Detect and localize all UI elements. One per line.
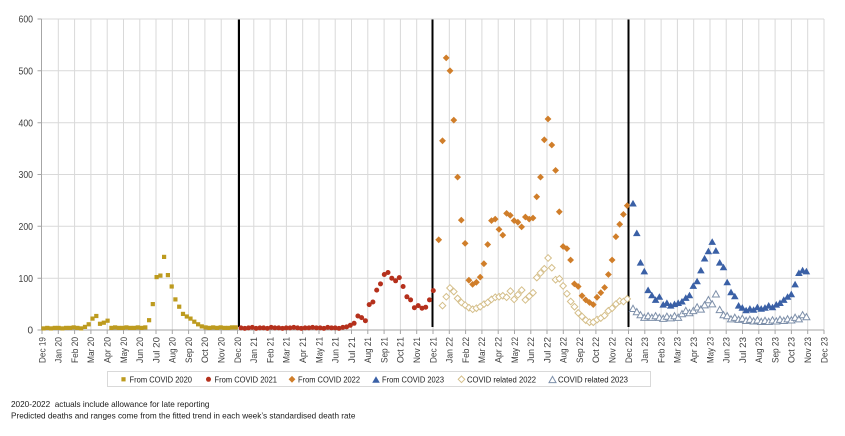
svg-text:From COVID 2021: From COVID 2021	[215, 375, 278, 385]
svg-text:May 23: May 23	[705, 337, 716, 363]
svg-text:2020-2022 actuals include all: 2020-2022 actuals include allowance for …	[11, 400, 210, 409]
svg-text:Aug 23: Aug 23	[754, 337, 765, 363]
svg-text:500: 500	[19, 67, 34, 78]
svg-text:Mar 21: Mar 21	[282, 337, 293, 363]
svg-text:Oct 20: Oct 20	[200, 337, 211, 363]
svg-text:Sep 20: Sep 20	[184, 337, 195, 363]
svg-text:Nov 23: Nov 23	[803, 337, 814, 363]
svg-text:Feb 21: Feb 21	[265, 337, 276, 363]
svg-text:Mar 20: Mar 20	[86, 337, 97, 363]
svg-text:Apr 23: Apr 23	[689, 337, 700, 363]
svg-text:Dec 19: Dec 19	[37, 337, 48, 363]
svg-text:From COVID 2022: From COVID 2022	[298, 375, 360, 385]
svg-text:Dec 21: Dec 21	[428, 337, 439, 363]
svg-text:From COVID 2020: From COVID 2020	[130, 375, 193, 385]
svg-text:0: 0	[27, 326, 33, 337]
svg-text:Predicted deaths and ranges co: Predicted deaths and ranges come from th…	[11, 412, 356, 421]
svg-text:Jul 20: Jul 20	[151, 337, 162, 363]
svg-text:May 22: May 22	[510, 337, 521, 363]
svg-text:Jul 22: Jul 22	[542, 337, 553, 363]
svg-text:Apr 21: Apr 21	[298, 337, 309, 363]
svg-text:Jun 23: Jun 23	[722, 337, 733, 363]
svg-text:Oct 21: Oct 21	[396, 337, 407, 363]
svg-text:Jul 23: Jul 23	[738, 337, 749, 363]
svg-text:Aug 21: Aug 21	[363, 337, 374, 363]
svg-text:COVID related 2023: COVID related 2023	[558, 375, 628, 385]
svg-text:Dec 23: Dec 23	[819, 337, 830, 363]
svg-text:COVID related 2022: COVID related 2022	[467, 375, 536, 385]
svg-text:400: 400	[19, 118, 34, 129]
svg-text:Sep 21: Sep 21	[379, 337, 390, 363]
svg-text:Dec 20: Dec 20	[233, 337, 244, 363]
svg-text:Oct 22: Oct 22	[591, 337, 602, 363]
svg-text:Jun 21: Jun 21	[331, 337, 342, 363]
svg-text:Feb 20: Feb 20	[70, 337, 81, 363]
svg-text:Jun 22: Jun 22	[526, 337, 537, 363]
svg-text:Aug 22: Aug 22	[559, 337, 570, 363]
svg-text:Feb 23: Feb 23	[656, 337, 667, 363]
svg-text:Jan 22: Jan 22	[445, 337, 456, 363]
svg-text:Apr 22: Apr 22	[494, 337, 505, 363]
svg-text:Feb 22: Feb 22	[461, 337, 472, 363]
svg-text:600: 600	[19, 15, 34, 26]
svg-text:Nov 21: Nov 21	[412, 337, 423, 363]
svg-text:May 21: May 21	[314, 337, 325, 363]
svg-text:Jun 20: Jun 20	[135, 337, 146, 363]
svg-text:Jul 21: Jul 21	[347, 337, 358, 363]
svg-text:Dec 22: Dec 22	[624, 337, 635, 363]
svg-text:May 20: May 20	[119, 337, 130, 363]
svg-text:From COVID 2023: From COVID 2023	[382, 375, 444, 385]
svg-text:Sep 23: Sep 23	[770, 337, 781, 363]
svg-text:Sep 22: Sep 22	[575, 337, 586, 363]
svg-text:Jan 20: Jan 20	[54, 337, 65, 363]
svg-text:Oct 23: Oct 23	[787, 337, 798, 363]
svg-text:Apr 20: Apr 20	[103, 337, 114, 363]
svg-text:200: 200	[19, 222, 34, 233]
svg-text:Aug 20: Aug 20	[168, 337, 179, 363]
svg-text:300: 300	[19, 170, 34, 181]
svg-text:100: 100	[19, 274, 34, 285]
svg-text:Nov 22: Nov 22	[608, 337, 619, 363]
svg-text:Mar 22: Mar 22	[477, 337, 488, 363]
svg-text:Nov 20: Nov 20	[217, 337, 228, 363]
svg-text:Jan 21: Jan 21	[249, 337, 260, 363]
svg-text:Mar 23: Mar 23	[673, 337, 684, 363]
svg-text:Jan 23: Jan 23	[640, 337, 651, 363]
